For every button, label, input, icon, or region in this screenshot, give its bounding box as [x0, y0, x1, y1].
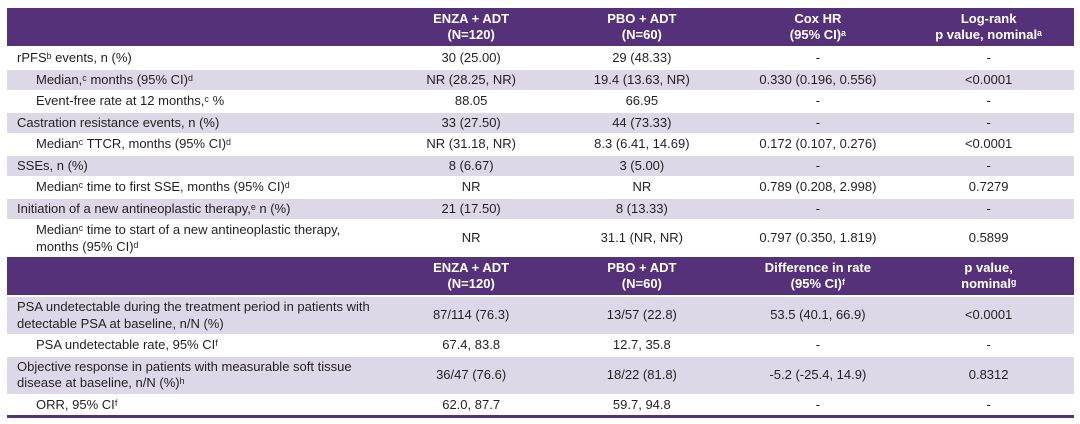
- cell-cox-hr: -: [815, 93, 821, 108]
- table-row-objective-response: Objective response in patients with meas…: [7, 355, 1074, 395]
- row-label: ORR, 95% CIᶠ: [36, 396, 118, 412]
- cell-pvalue: 0.8312: [903, 355, 1074, 395]
- cell-pvalue: -: [986, 50, 991, 65]
- cell-enza: 33 (27.50): [391, 111, 552, 134]
- table-row-rpfs-median: Median,ᶜ months (95% CI)ᵈ NR (28.25, NR)…: [7, 68, 1074, 91]
- table-row-median-first-sse: Medianᶜ time to first SSE, months (95% C…: [7, 177, 1074, 199]
- row-label: Objective response in patients with meas…: [7, 355, 392, 395]
- cell-enza: NR: [461, 179, 481, 194]
- table-row-median-new-therapy: Medianᶜ time to start of a new antineopl…: [7, 220, 1074, 258]
- cell-pbo: 29 (48.33): [612, 50, 672, 65]
- row-label: Median,ᶜ months (95% CI)ᵈ: [7, 68, 392, 91]
- cell-pvalue: 0.5899: [968, 230, 1009, 246]
- section2-header-row: ENZA + ADT (N=120) PBO + ADT (N=60) Diff…: [7, 257, 1074, 297]
- cell-enza: 21 (17.50): [391, 197, 552, 220]
- row-label: Medianᶜ time to first SSE, months (95% C…: [36, 179, 290, 194]
- cell-cox-hr: -: [732, 154, 904, 177]
- cell-enza: 88.05: [454, 93, 488, 108]
- cell-pbo: 13/57 (22.8): [551, 295, 733, 335]
- row-label: rPFSᵇ events, n (%): [17, 50, 132, 65]
- row-label: Medianᶜ time to start of a new antineopl…: [36, 222, 341, 254]
- row-label: PSA undetectable rate, 95% CIᶠ: [36, 337, 219, 352]
- row-label: SSEs, n (%): [7, 154, 392, 177]
- cell-cox-hr: 0.172 (0.107, 0.276): [759, 136, 877, 151]
- section1-header-row: ENZA + ADT (N=120) PBO + ADT (N=60) Cox …: [7, 8, 1074, 48]
- header-pvalue-nominal: p value, nominalᵍ: [903, 257, 1074, 297]
- header-enza-adt: ENZA + ADT (N=120): [391, 257, 552, 297]
- row-label: Event-free rate at 12 months,ᶜ %: [36, 93, 225, 108]
- cell-pvalue: -: [903, 197, 1074, 220]
- table-row-sses: SSEs, n (%) 8 (6.67) 3 (5.00) - -: [7, 154, 1074, 177]
- cell-cox-hr: -: [732, 197, 904, 220]
- cell-cox-hr: 0.797 (0.350, 1.819): [759, 230, 877, 246]
- cell-cox-hr: 0.789 (0.208, 2.998): [759, 179, 877, 194]
- table-row-rpfs-events: rPFSᵇ events, n (%) 30 (25.00) 29 (48.33…: [7, 47, 1074, 69]
- table-row-event-free-rate: Event-free rate at 12 months,ᶜ % 88.05 6…: [7, 91, 1074, 113]
- cell-enza: NR (31.18, NR): [426, 136, 516, 151]
- cell-enza: NR: [461, 230, 481, 246]
- cell-pbo: 31.1 (NR, NR): [600, 230, 684, 246]
- cell-pvalue: <0.0001: [964, 136, 1013, 151]
- cell-pvalue: -: [903, 154, 1074, 177]
- cell-pvalue: -: [986, 93, 991, 108]
- cell-pbo: 66.95: [625, 93, 659, 108]
- efficacy-results-table: ENZA + ADT (N=120) PBO + ADT (N=60) Cox …: [7, 8, 1074, 418]
- cell-pvalue: -: [986, 396, 991, 412]
- row-label: Castration resistance events, n (%): [7, 111, 392, 134]
- cell-enza: NR (28.25, NR): [391, 68, 552, 91]
- cell-pbo: NR: [632, 179, 652, 194]
- header-enza-adt: ENZA + ADT (N=120): [391, 8, 552, 48]
- table-row-orr: ORR, 95% CIᶠ 62.0, 87.7 59.7, 94.8 - -: [7, 394, 1074, 417]
- cell-pbo: 19.4 (13.63, NR): [551, 68, 733, 91]
- cell-pbo: 8.3 (6.41, 14.69): [594, 136, 690, 151]
- cell-cox-hr: 0.330 (0.196, 0.556): [732, 68, 904, 91]
- cell-pbo: 3 (5.00): [551, 154, 733, 177]
- cell-cox-hr: -: [732, 111, 904, 134]
- table-row-castration-resistance: Castration resistance events, n (%) 33 (…: [7, 111, 1074, 134]
- cell-pvalue: 0.7279: [968, 179, 1009, 194]
- header-difference-in-rate: Difference in rate (95% CI)ᶠ: [732, 257, 904, 297]
- row-label: Initiation of a new antineoplastic thera…: [7, 197, 392, 220]
- table-row-median-ttcr: Medianᶜ TTCR, months (95% CI)ᵈ NR (31.18…: [7, 134, 1074, 156]
- table-row-new-therapy-initiation: Initiation of a new antineoplastic thera…: [7, 197, 1074, 220]
- cell-enza: 36/47 (76.6): [391, 355, 552, 395]
- cell-difference: 53.5 (40.1, 66.9): [732, 295, 904, 335]
- cell-pbo: 59.7, 94.8: [612, 396, 671, 412]
- cell-pbo: 44 (73.33): [551, 111, 733, 134]
- table-row-psa-undetectable: PSA undetectable during the treatment pe…: [7, 295, 1074, 335]
- row-label: PSA undetectable during the treatment pe…: [7, 295, 392, 335]
- table-row-psa-undetectable-rate: PSA undetectable rate, 95% CIᶠ 67.4, 83.…: [7, 335, 1074, 357]
- cell-enza: 8 (6.67): [391, 154, 552, 177]
- header-pbo-adt: PBO + ADT (N=60): [551, 257, 733, 297]
- cell-pvalue: <0.0001: [903, 68, 1074, 91]
- cell-pvalue: <0.0001: [903, 295, 1074, 335]
- header-blank: [7, 8, 392, 48]
- cell-difference: -: [815, 337, 821, 352]
- header-blank: [7, 257, 392, 297]
- row-label: Medianᶜ TTCR, months (95% CI)ᵈ: [36, 136, 231, 151]
- cell-enza: 67.4, 83.8: [442, 337, 501, 352]
- header-logrank-pvalue: Log-rank p value, nominalᵃ: [903, 8, 1074, 48]
- cell-difference: -5.2 (-25.4, 14.9): [732, 355, 904, 395]
- cell-pvalue: -: [986, 337, 991, 352]
- cell-enza: 62.0, 87.7: [442, 396, 501, 412]
- header-cox-hr: Cox HR (95% CI)ᵃ: [732, 8, 904, 48]
- header-pbo-adt: PBO + ADT (N=60): [551, 8, 733, 48]
- cell-cox-hr: -: [815, 50, 821, 65]
- cell-difference: -: [815, 396, 821, 412]
- cell-pvalue: -: [903, 111, 1074, 134]
- cell-enza: 30 (25.00): [441, 50, 501, 65]
- cell-enza: 87/114 (76.3): [391, 295, 552, 335]
- cell-pbo: 12.7, 35.8: [612, 337, 671, 352]
- cell-pbo: 8 (13.33): [551, 197, 733, 220]
- cell-pbo: 18/22 (81.8): [551, 355, 733, 395]
